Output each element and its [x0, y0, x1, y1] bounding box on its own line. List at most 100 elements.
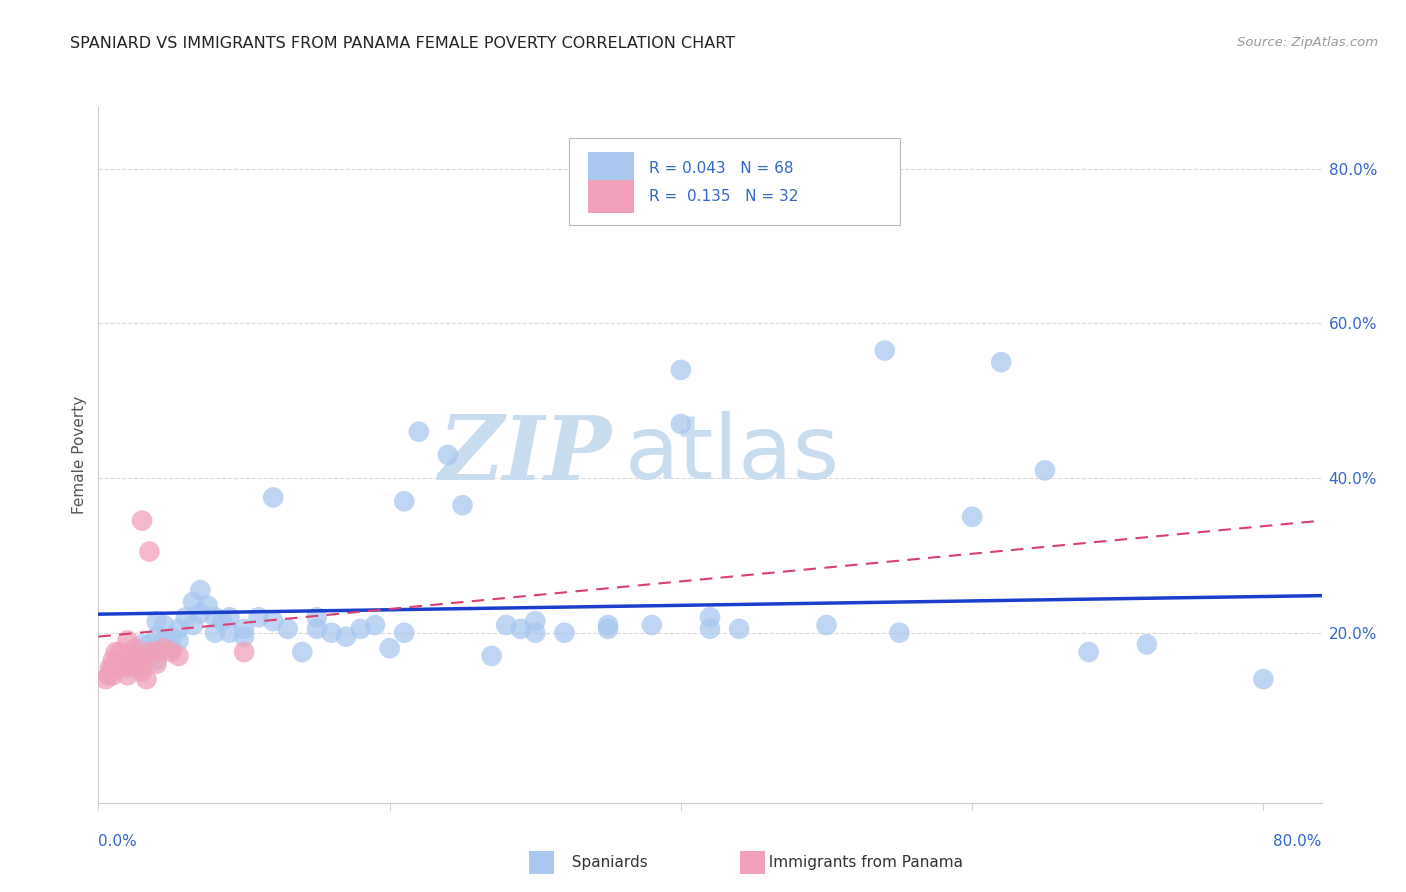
Point: [117, 668, 139, 682]
Point: [1033, 463, 1056, 477]
Point: [117, 657, 139, 671]
Point: [378, 641, 401, 656]
Point: [218, 610, 240, 624]
Point: [990, 355, 1012, 369]
Text: ZIP: ZIP: [439, 412, 612, 498]
Point: [128, 648, 150, 663]
Point: [117, 660, 139, 674]
Text: R =  0.135   N = 32: R = 0.135 N = 32: [650, 189, 799, 204]
Point: [101, 668, 124, 682]
Point: [596, 618, 619, 632]
Point: [138, 645, 160, 659]
Point: [204, 625, 226, 640]
Point: [98, 660, 121, 674]
Text: Spaniards: Spaniards: [562, 855, 648, 870]
Point: [174, 610, 197, 624]
Point: [117, 633, 139, 648]
Point: [124, 645, 146, 659]
Point: [138, 637, 160, 651]
FancyBboxPatch shape: [588, 153, 634, 186]
Point: [104, 645, 127, 659]
Point: [120, 648, 142, 663]
Point: [524, 614, 547, 628]
Point: [160, 630, 183, 644]
Point: [145, 614, 167, 628]
Text: 0.0%: 0.0%: [98, 834, 138, 849]
Point: [188, 583, 212, 598]
Point: [101, 660, 124, 674]
Point: [277, 622, 299, 636]
Point: [138, 544, 160, 558]
Point: [233, 630, 256, 644]
Point: [124, 653, 146, 667]
Point: [1253, 672, 1275, 686]
Point: [335, 630, 357, 644]
Point: [114, 657, 136, 671]
Text: R = 0.043   N = 68: R = 0.043 N = 68: [650, 161, 793, 177]
Text: SPANIARD VS IMMIGRANTS FROM PANAMA FEMALE POVERTY CORRELATION CHART: SPANIARD VS IMMIGRANTS FROM PANAMA FEMAL…: [70, 36, 735, 51]
Point: [211, 614, 233, 628]
Point: [495, 618, 517, 632]
Point: [524, 625, 547, 640]
FancyBboxPatch shape: [569, 138, 900, 226]
Point: [105, 653, 128, 667]
Point: [153, 618, 176, 632]
Point: [153, 633, 176, 648]
Point: [204, 610, 226, 624]
Text: atlas: atlas: [624, 411, 839, 499]
Point: [110, 653, 132, 667]
Point: [364, 618, 387, 632]
Point: [131, 637, 153, 651]
Point: [160, 645, 183, 659]
Point: [262, 614, 284, 628]
Text: 80.0%: 80.0%: [1274, 834, 1322, 849]
Point: [110, 660, 132, 674]
Point: [145, 657, 167, 671]
Point: [641, 618, 664, 632]
Point: [138, 648, 160, 663]
Point: [669, 417, 692, 431]
Point: [181, 595, 204, 609]
Point: [408, 425, 430, 439]
Point: [197, 599, 219, 613]
FancyBboxPatch shape: [588, 180, 634, 213]
Point: [321, 625, 343, 640]
Point: [247, 610, 270, 624]
Point: [167, 622, 190, 636]
Point: [233, 622, 256, 636]
Point: [1136, 637, 1159, 651]
Point: [392, 625, 416, 640]
Point: [181, 618, 204, 632]
Point: [233, 645, 256, 659]
Point: [153, 641, 176, 656]
Point: [218, 625, 240, 640]
Point: [145, 630, 167, 644]
Point: [960, 509, 983, 524]
Point: [815, 618, 838, 632]
Point: [135, 672, 157, 686]
Point: [699, 622, 721, 636]
Point: [305, 622, 328, 636]
Text: Source: ZipAtlas.com: Source: ZipAtlas.com: [1237, 36, 1378, 49]
Point: [110, 645, 132, 659]
Point: [131, 665, 153, 679]
Point: [1077, 645, 1099, 659]
Point: [349, 622, 371, 636]
Point: [167, 648, 190, 663]
Point: [124, 641, 146, 656]
Point: [437, 448, 460, 462]
Point: [160, 641, 183, 656]
Point: [509, 622, 531, 636]
Y-axis label: Female Poverty: Female Poverty: [72, 396, 87, 514]
Point: [728, 622, 751, 636]
Point: [392, 494, 416, 508]
Point: [553, 625, 575, 640]
Point: [291, 645, 314, 659]
Point: [167, 633, 190, 648]
Point: [188, 607, 212, 621]
Point: [131, 653, 153, 667]
Text: Immigrants from Panama: Immigrants from Panama: [759, 855, 963, 870]
Point: [131, 660, 153, 674]
Point: [94, 672, 117, 686]
Point: [699, 610, 721, 624]
